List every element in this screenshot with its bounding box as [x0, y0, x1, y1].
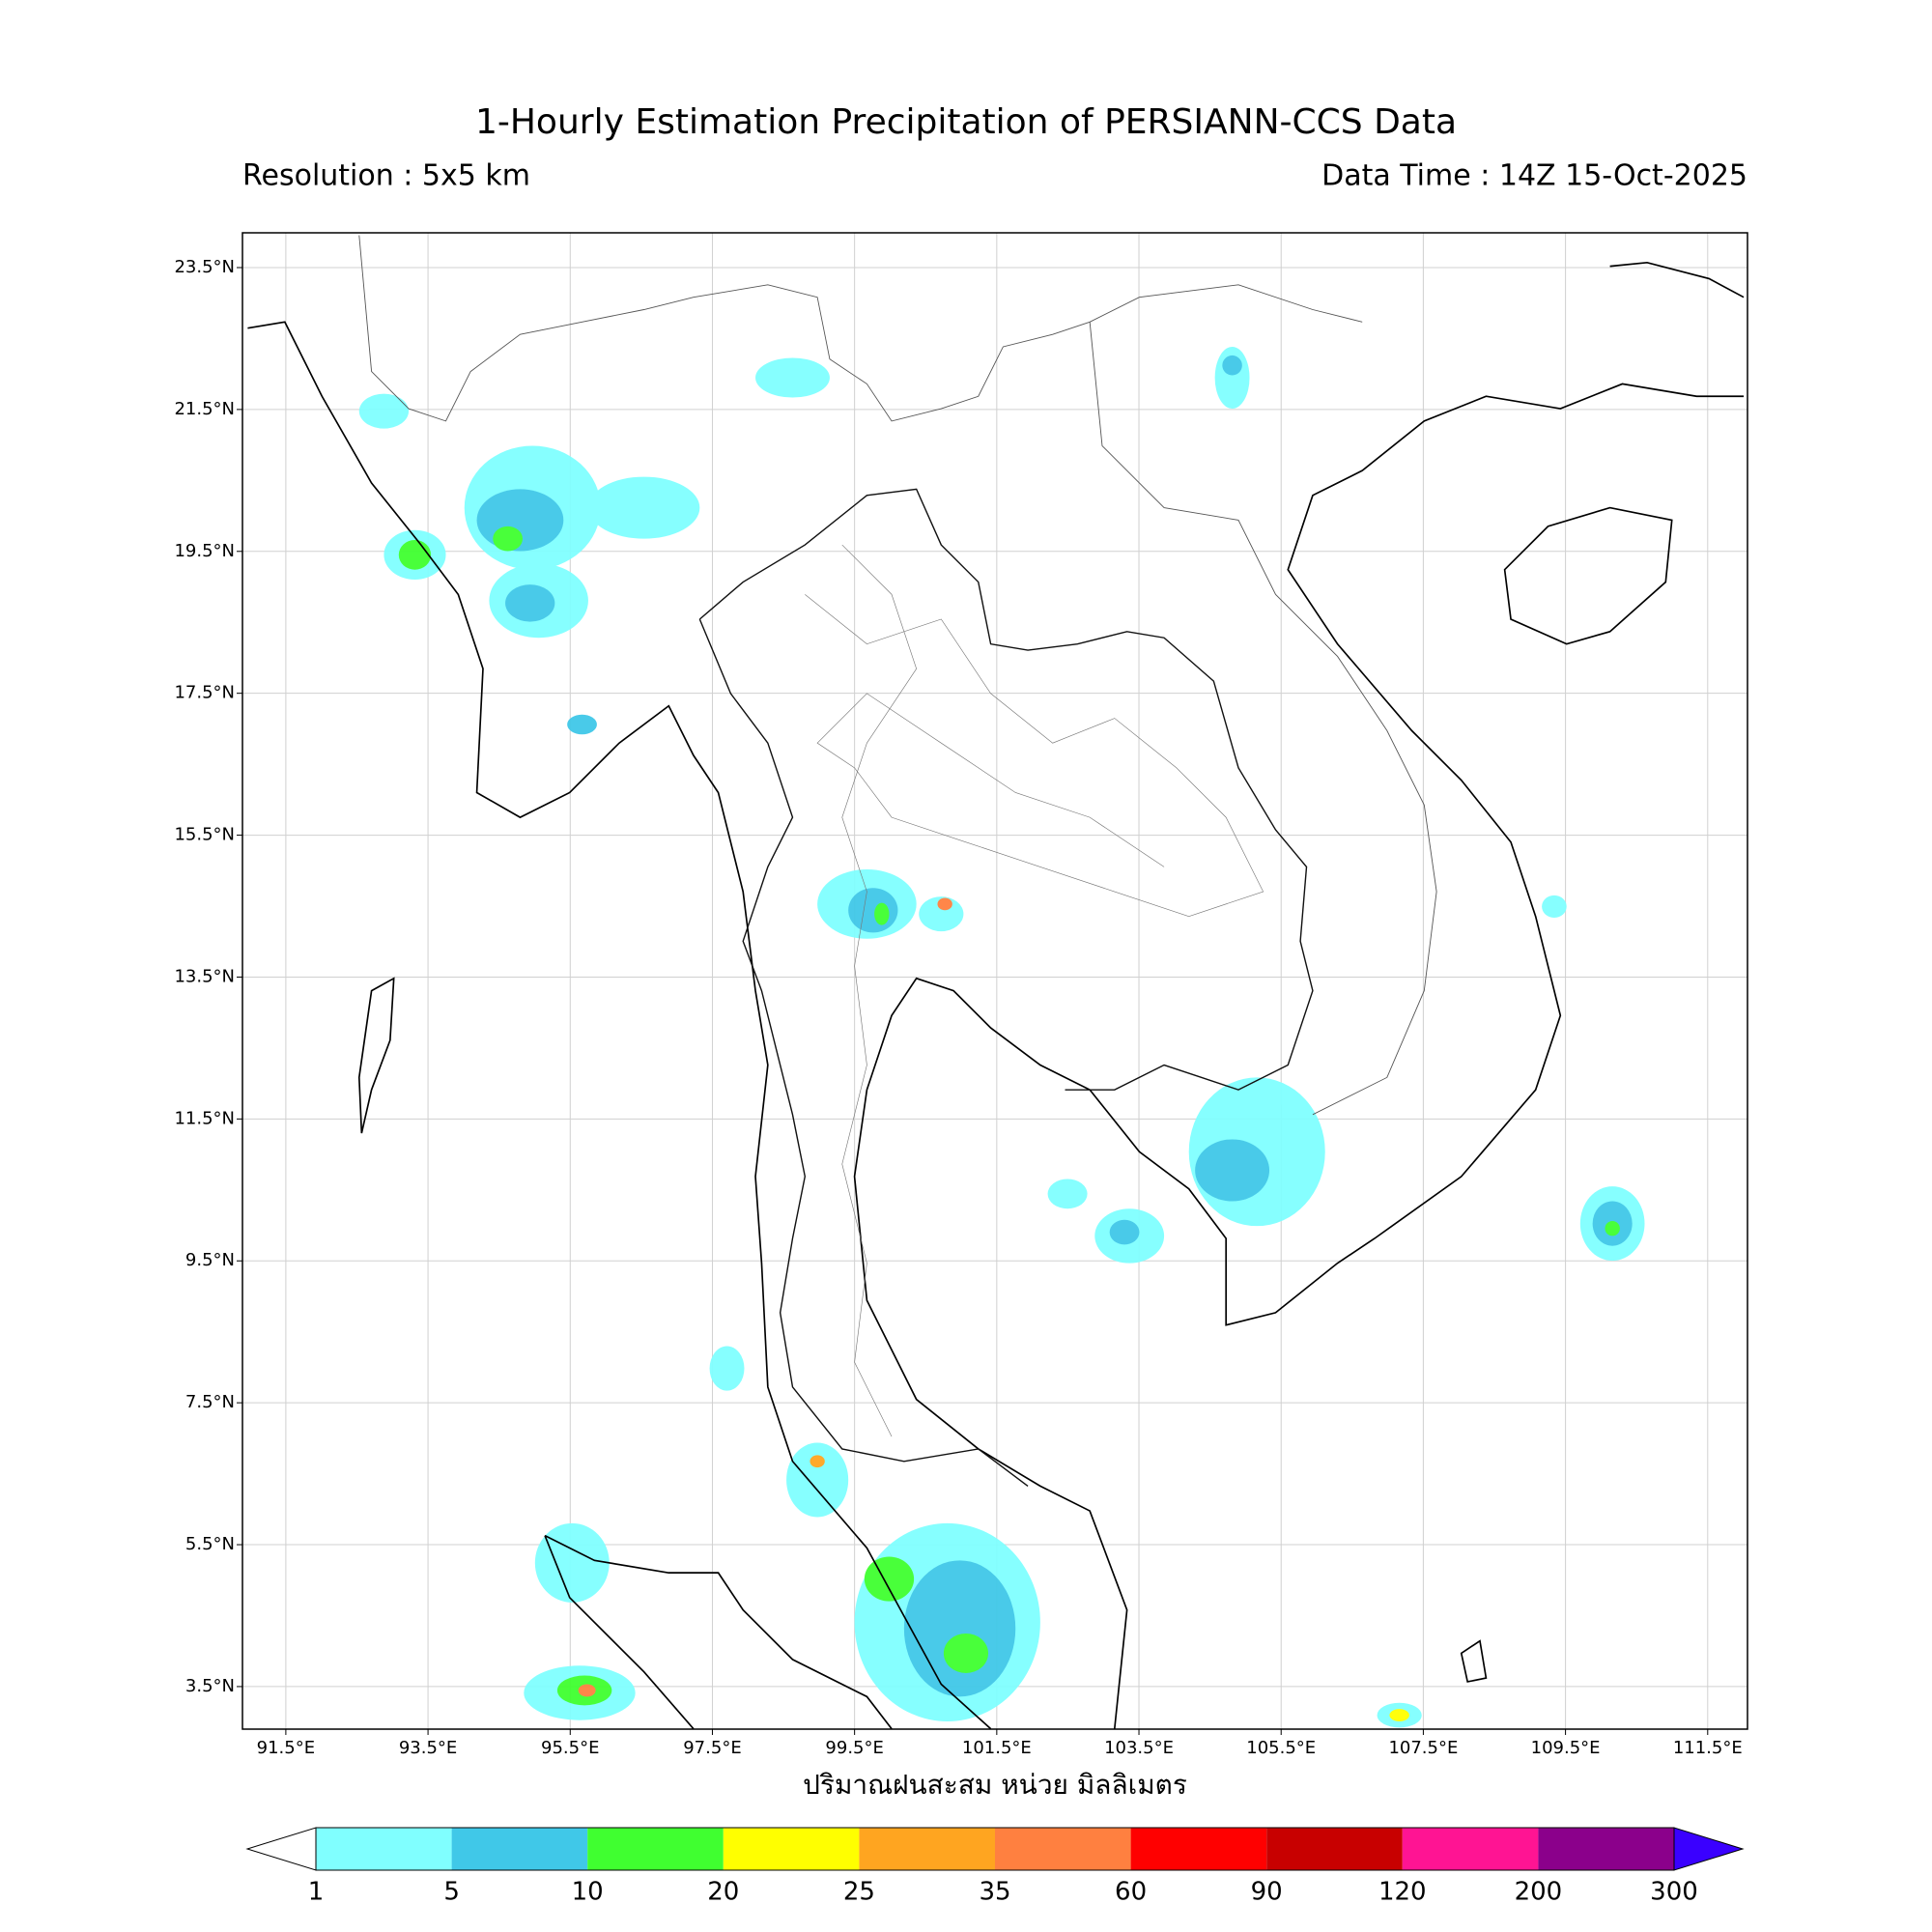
colorbar-under [245, 1827, 317, 1871]
lat-tick-label: 21.5°N [174, 399, 235, 419]
thailand-border [698, 618, 1029, 1487]
coastline [247, 321, 992, 1729]
colorbar-tick-label: 25 [843, 1878, 875, 1907]
lat-tick-label: 3.5°N [185, 1676, 235, 1696]
coastline [544, 1534, 893, 1729]
coastline [1609, 261, 1745, 298]
lat-tick-label: 7.5°N [185, 1392, 235, 1412]
lon-tick-label: 111.5°E [1673, 1738, 1743, 1758]
lat-tick-label: 5.5°N [185, 1534, 235, 1554]
lat-tick-label: 9.5°N [185, 1250, 235, 1270]
lon-tick-label: 95.5°E [541, 1738, 599, 1758]
colorbar-segment [1402, 1828, 1539, 1870]
map-frame [242, 232, 1748, 1730]
lon-tick-label: 99.5°E [825, 1738, 883, 1758]
lat-tick-label: 11.5°N [174, 1108, 235, 1128]
colorbar-outline [315, 1827, 1675, 1871]
colorbar-tick-label: 60 [1115, 1878, 1147, 1907]
province-lines [805, 594, 1264, 918]
colorbar: 1 5 10 20 25 35 60 90 120 200 300 [245, 1827, 1745, 1907]
island [1460, 1639, 1488, 1683]
island [1503, 506, 1673, 645]
thailand-border [698, 488, 1314, 1091]
colorbar-tick-label: 1 [308, 1878, 325, 1907]
lon-tick-label: 93.5°E [399, 1738, 457, 1758]
colorbar-tick-label: 35 [979, 1878, 1010, 1907]
precip-areas [358, 346, 1645, 1728]
colorbar-label: ปริมาณฝนสะสม หน่วย มิลลิเมตร [803, 1769, 1187, 1801]
lat-tick-label: 15.5°N [174, 825, 235, 845]
colorbar-segment [723, 1828, 860, 1870]
colorbar-tick-label: 200 [1515, 1878, 1563, 1907]
colorbar-segment [316, 1828, 452, 1870]
lon-tick-label: 103.5°E [1104, 1738, 1174, 1758]
lon-tick-label: 101.5°E [962, 1738, 1032, 1758]
lat-tick-label: 13.5°N [174, 966, 235, 986]
lat-tick-label: 19.5°N [174, 541, 235, 561]
colorbar-over [1673, 1827, 1745, 1871]
colorbar-tick-label: 5 [443, 1878, 460, 1907]
data-time: Data Time : 14Z 15-Oct-2025 [1321, 159, 1747, 193]
lon-tick-label: 107.5°E [1388, 1738, 1458, 1758]
graticule: 91.5°E 93.5°E 95.5°E 97.5°E 99.5°E 101.5°E 103… [174, 233, 1747, 1758]
colorbar-tick-label: 300 [1650, 1878, 1698, 1907]
border [1089, 322, 1437, 1116]
coastline [544, 1535, 695, 1729]
colorbar-tick-label: 120 [1378, 1878, 1427, 1907]
coastline [853, 383, 1745, 1729]
map-features [247, 235, 1745, 1729]
title: 1-Hourly Estimation Precipitation of PER… [475, 102, 1457, 142]
lon-tick-label: 91.5°E [257, 1738, 315, 1758]
colorbar-tick-label: 20 [707, 1878, 739, 1907]
lat-tick-label: 17.5°N [174, 683, 235, 703]
colorbar-segment [1130, 1828, 1267, 1870]
border [358, 235, 1363, 422]
province-lines [841, 544, 918, 1437]
lon-tick-label: 105.5°E [1246, 1738, 1316, 1758]
lat-tick-label: 23.5°N [174, 257, 235, 277]
resolution: Resolution : 5x5 km [242, 159, 530, 193]
lon-tick-label: 97.5°E [683, 1738, 741, 1758]
colorbar-segment [587, 1828, 724, 1870]
map-layer [247, 235, 1745, 1729]
lon-tick-label: 109.5°E [1531, 1738, 1601, 1758]
colorbar-segment [859, 1828, 995, 1870]
island [357, 977, 395, 1134]
colorbar-segment [1538, 1828, 1674, 1870]
colorbar-segment [1266, 1828, 1403, 1870]
colorbar-segment [451, 1828, 588, 1870]
colorbar-segment [995, 1828, 1131, 1870]
colorbar-tick-label: 10 [572, 1878, 604, 1907]
colorbar-tick-label: 90 [1251, 1878, 1283, 1907]
